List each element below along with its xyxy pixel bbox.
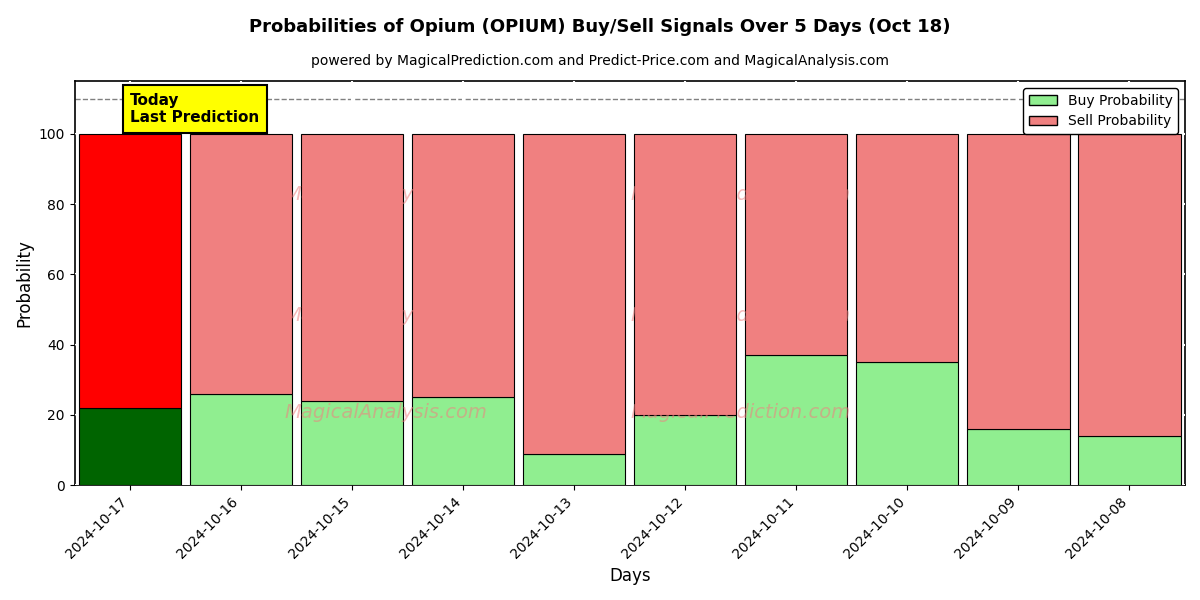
Bar	[857, 134, 959, 362]
Text: Today
Last Prediction: Today Last Prediction	[130, 93, 259, 125]
Legend: Buy Probability, Sell Probability: Buy Probability, Sell Probability	[1024, 88, 1178, 134]
Text: MagicalPrediction.com: MagicalPrediction.com	[631, 403, 851, 422]
Bar	[967, 429, 1069, 485]
Text: MagicalAnalysis.com: MagicalAnalysis.com	[284, 403, 487, 422]
Bar	[1079, 134, 1181, 436]
Bar	[635, 415, 737, 485]
Text: MagicalAnalysis.com: MagicalAnalysis.com	[284, 185, 487, 203]
Bar	[301, 401, 403, 485]
Text: MagicalPrediction.com: MagicalPrediction.com	[631, 306, 851, 325]
Bar	[412, 134, 515, 397]
Text: MagicalPrediction.com: MagicalPrediction.com	[631, 185, 851, 203]
Bar	[523, 134, 625, 454]
Bar	[79, 408, 181, 485]
Bar	[190, 394, 293, 485]
X-axis label: Days: Days	[610, 567, 650, 585]
Bar	[412, 397, 515, 485]
Text: powered by MagicalPrediction.com and Predict-Price.com and MagicalAnalysis.com: powered by MagicalPrediction.com and Pre…	[311, 54, 889, 68]
Bar	[635, 134, 737, 415]
Bar	[857, 362, 959, 485]
Bar	[79, 134, 181, 408]
Bar	[523, 454, 625, 485]
Text: MagicalAnalysis.com: MagicalAnalysis.com	[284, 306, 487, 325]
Bar	[745, 134, 847, 355]
Y-axis label: Probability: Probability	[16, 239, 34, 327]
Bar	[190, 134, 293, 394]
Bar	[745, 355, 847, 485]
Bar	[967, 134, 1069, 429]
Bar	[1079, 436, 1181, 485]
Bar	[301, 134, 403, 401]
Text: Probabilities of Opium (OPIUM) Buy/Sell Signals Over 5 Days (Oct 18): Probabilities of Opium (OPIUM) Buy/Sell …	[250, 18, 950, 36]
